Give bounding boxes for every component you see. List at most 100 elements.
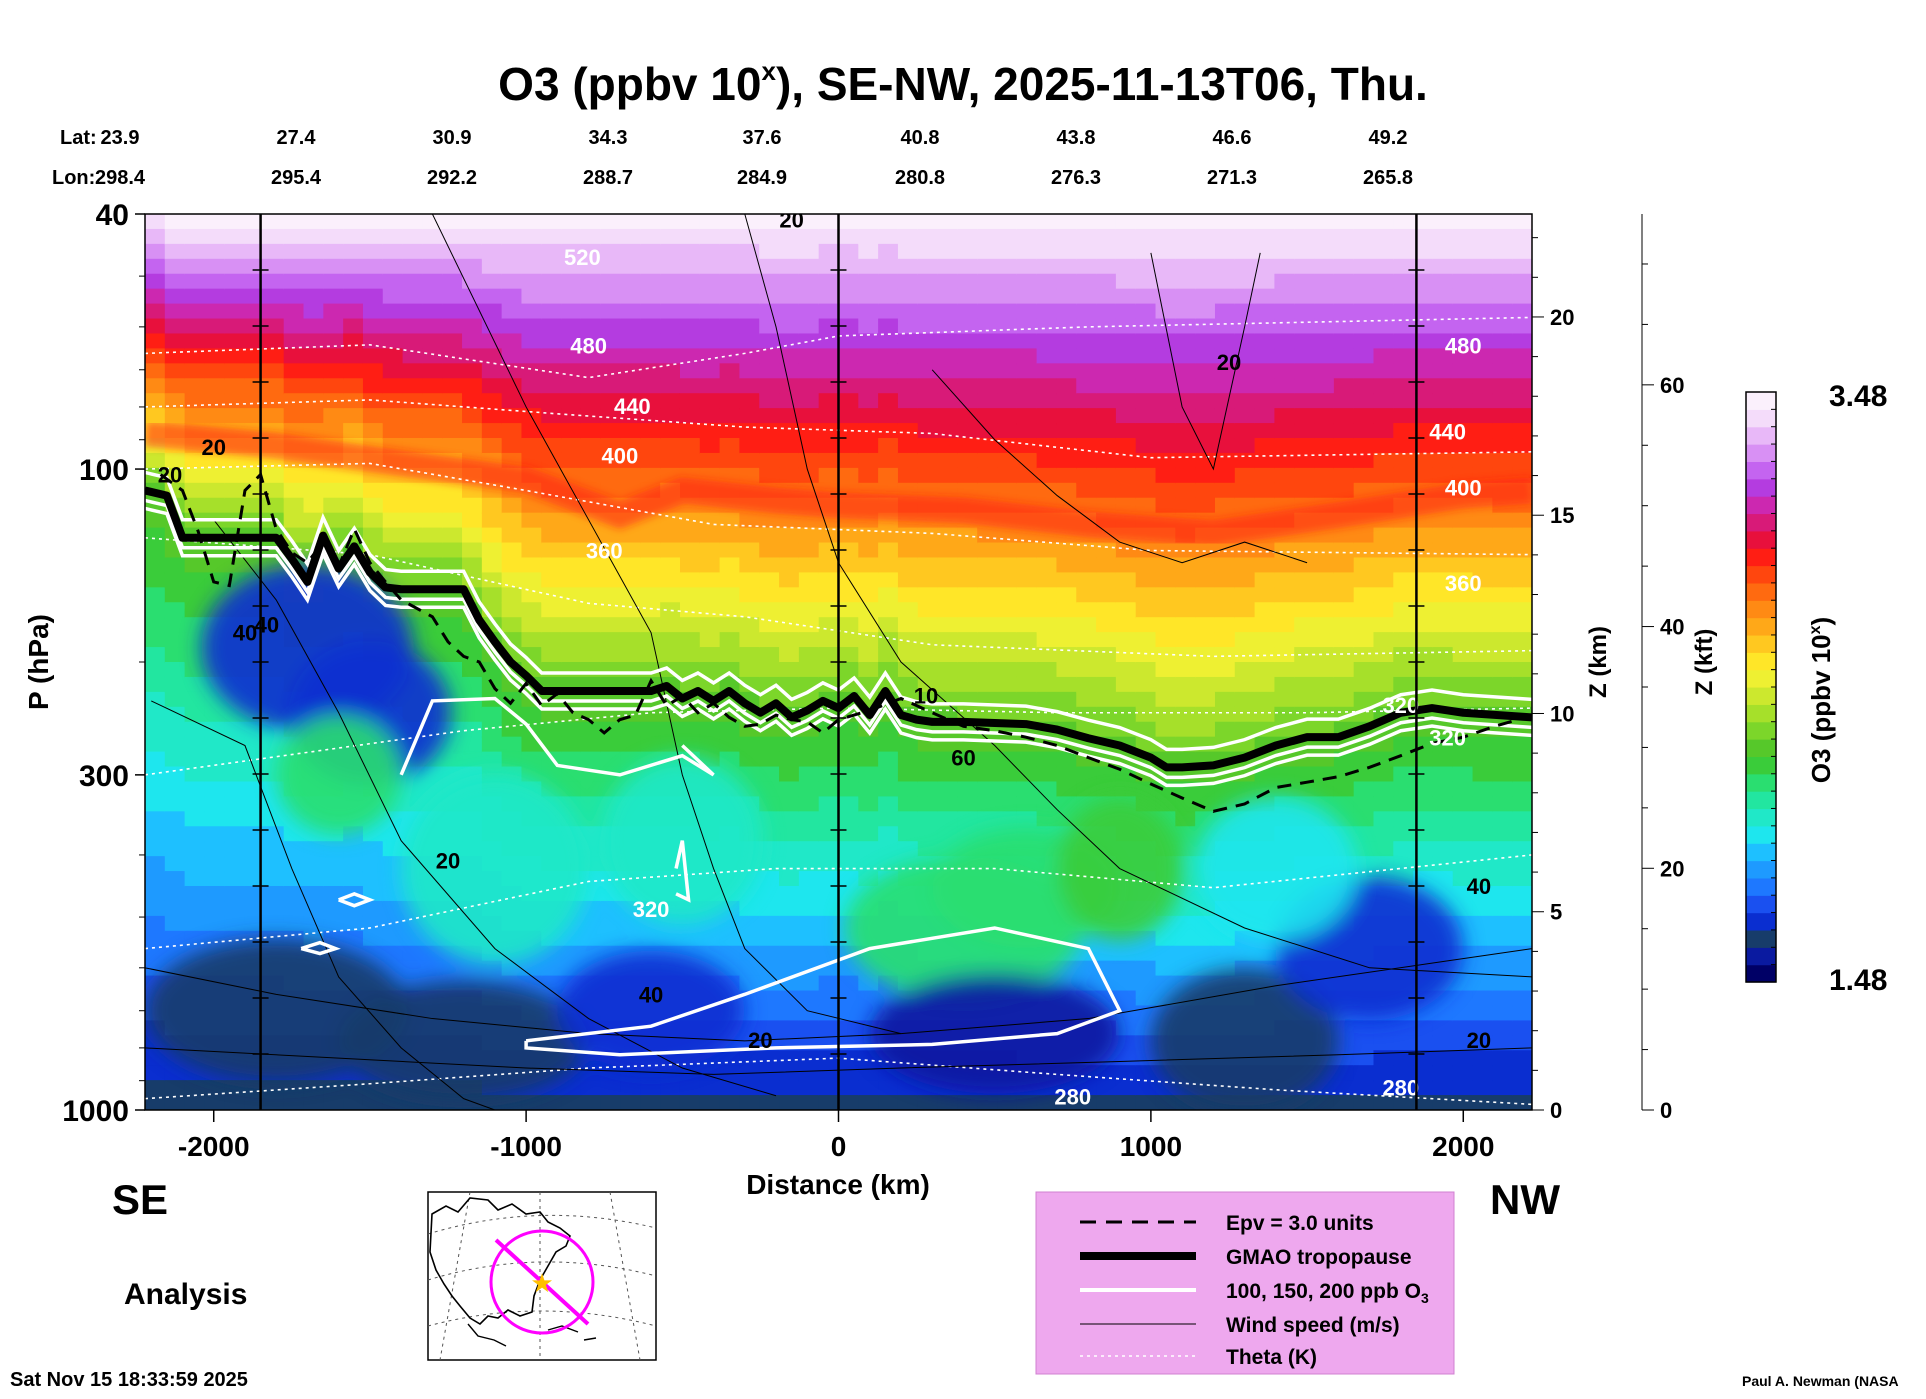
colorbar-label: O3 (ppbv 10x) [1806, 617, 1836, 783]
section-line [494, 1238, 590, 1326]
theta-contour [145, 399, 1532, 459]
plot-area: 520 480 440 400 360 320 280 400 440 480 360 320 280 3… [145, 208, 1532, 1110]
colorbar-swatch [1746, 877, 1776, 896]
colorbar-swatch [1746, 478, 1776, 497]
lon-tick-label: 276.3 [1051, 167, 1101, 189]
theta-contour-label: 360 [1445, 571, 1482, 596]
colorbar-swatch [1746, 895, 1776, 914]
colorbar-swatch [1746, 773, 1776, 792]
lat-tick-label: 30.9 [433, 127, 472, 149]
section-circle [489, 1229, 595, 1335]
colorbar-swatch [1746, 530, 1776, 549]
wind-contour-label: 20 [779, 208, 803, 233]
wind-contour [1150, 252, 1261, 471]
lon-tick-label: 284.9 [737, 167, 787, 189]
lat-tick-label: 46.6 [1213, 127, 1252, 149]
z-kft-tick-label: 0 [1660, 1098, 1672, 1123]
o3-contour [145, 498, 1532, 780]
legend-label-tropopause: GMAO tropopause [1226, 1246, 1412, 1269]
colorbar-swatch [1746, 756, 1776, 775]
y-tick-label: 100 [79, 454, 129, 487]
lon-tick-label: 292.2 [427, 167, 477, 189]
lon-tick-label: 280.8 [895, 167, 945, 189]
colorbar-swatch [1746, 929, 1776, 948]
wind-contour-label: 20 [201, 435, 225, 460]
lat-tick-label: 34.3 [589, 127, 628, 149]
x-tick-label: -1000 [490, 1131, 562, 1162]
lat-tick-label: 23.9 [101, 127, 140, 149]
x-axis-label: Distance (km) [746, 1169, 930, 1200]
lat-lon-ticks: 23.9 298.4 27.4 295.4 30.9 292.2 34.3 288.7 37.6… [95, 127, 1413, 189]
theta-contour-label: 320 [1429, 726, 1466, 751]
wind-contour-label: 40 [255, 613, 279, 638]
colorbar-swatch [1746, 964, 1776, 983]
colorbar-swatch [1746, 860, 1776, 879]
colorbar-swatch [1746, 392, 1776, 410]
lat-label: Lat: [60, 127, 97, 149]
z-kft-tick-label: 40 [1660, 615, 1684, 640]
lon-tick-label: 271.3 [1207, 167, 1257, 189]
wind-contour-label: 60 [951, 745, 975, 770]
theta-contour-label: 360 [586, 539, 623, 564]
lon-tick-label: 288.7 [583, 167, 633, 189]
colorbar-min-label: 1.48 [1829, 964, 1887, 997]
wind-contour-label: 20 [1217, 350, 1241, 375]
theta-contour [145, 854, 1532, 950]
theta-contour-label: 480 [570, 333, 607, 358]
colorbar-swatch [1746, 652, 1776, 671]
o3-contour [145, 470, 1532, 752]
colorbar-swatch [1746, 513, 1776, 532]
x-tick-label: 2000 [1432, 1131, 1494, 1162]
x-axis: -2000 -1000 0 1000 2000 [178, 1110, 1494, 1162]
wind-contour [145, 948, 1532, 1042]
y-tick-label: 1000 [62, 1095, 129, 1128]
colorbar-swatch [1746, 825, 1776, 844]
analysis-label: Analysis [124, 1278, 247, 1311]
lat-tick-label: 49.2 [1369, 127, 1408, 149]
o3-contour [145, 506, 1532, 788]
region-label-se: SE [112, 1176, 168, 1223]
inset-map: ★ [427, 1191, 657, 1361]
colorbar-swatch [1746, 669, 1776, 688]
wind-contour-label: 20 [748, 1028, 772, 1053]
wind-contour-label: 20 [158, 463, 182, 488]
x-tick-label: -2000 [178, 1131, 250, 1162]
colorbar-swatch [1746, 444, 1776, 463]
o3-contour [338, 891, 375, 908]
x-tick-label: 1000 [1120, 1131, 1182, 1162]
colorbar-swatch [1746, 548, 1776, 567]
region-label-nw: NW [1490, 1176, 1560, 1223]
section-star: ★ [530, 1268, 553, 1298]
legend: Epv = 3.0 units GMAO tropopause 100, 150… [1035, 1191, 1455, 1375]
colorbar-max-label: 3.48 [1829, 380, 1887, 413]
y-tick-label: 300 [79, 760, 129, 793]
colorbar-swatch [1746, 600, 1776, 619]
theta-contour-label: 320 [633, 897, 670, 922]
legend-label-o3: 100, 150, 200 ppb O3 [1226, 1280, 1429, 1306]
timestamp: Sat Nov 15 18:33:59 2025 [10, 1369, 248, 1391]
z-km-tick-label: 0 [1550, 1098, 1562, 1123]
o3-contour [524, 926, 1123, 1057]
colorbar-swatch [1746, 409, 1776, 428]
colorbar [1745, 391, 1777, 983]
z-kft-tick-label: 60 [1660, 373, 1684, 398]
lon-tick-label: 298.4 [95, 167, 146, 189]
lon-tick-label: 265.8 [1363, 167, 1413, 189]
wind-contour [213, 519, 777, 1097]
theta-contour [145, 462, 1532, 556]
lon-tick-label: 295.4 [271, 167, 322, 189]
o3-contour [399, 696, 715, 777]
z-km-tick-label: 15 [1550, 503, 1574, 528]
theta-contour-label: 520 [564, 245, 601, 270]
theta-contour-label: 440 [614, 394, 651, 419]
theta-contour-label: 400 [601, 443, 638, 468]
colorbar-swatch [1746, 565, 1776, 584]
colorbar-swatch [1746, 808, 1776, 827]
chart-title: O3 (ppbv 10x), SE-NW, 2025-11-13T06, Thu… [498, 56, 1428, 110]
lat-tick-label: 27.4 [277, 127, 317, 149]
z-km-label: Z (km) [1585, 626, 1612, 698]
tropopause-line [145, 486, 1532, 772]
wind-contour-label: 40 [233, 620, 257, 645]
colorbar-swatch [1746, 843, 1776, 862]
